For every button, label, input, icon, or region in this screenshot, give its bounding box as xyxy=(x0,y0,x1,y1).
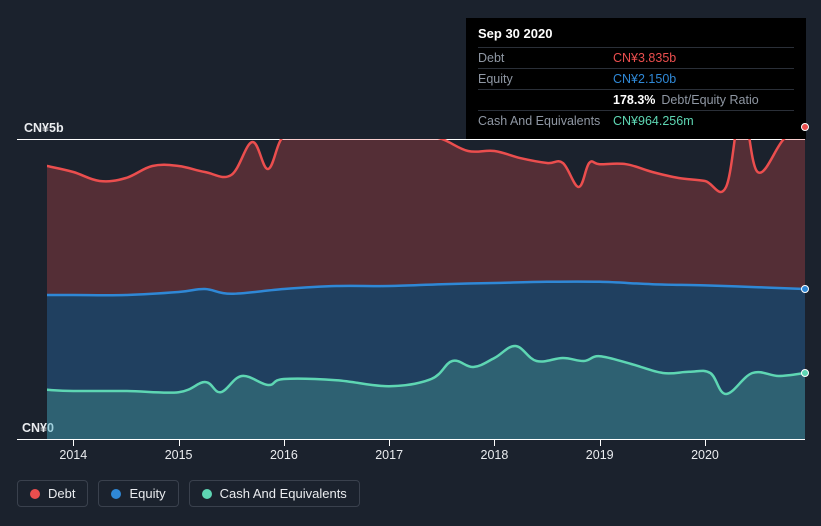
x-tick xyxy=(705,439,706,446)
x-tick xyxy=(284,439,285,446)
tooltip-row: Equity CN¥2.150b xyxy=(478,68,794,89)
legend-label: Equity xyxy=(129,486,165,501)
x-tick xyxy=(494,439,495,446)
legend-item-debt[interactable]: Debt xyxy=(17,480,88,507)
x-axis-label: 2016 xyxy=(270,448,298,462)
x-axis-label: 2020 xyxy=(691,448,719,462)
tooltip-date: Sep 30 2020 xyxy=(478,26,794,41)
legend-swatch-cash xyxy=(202,489,212,499)
x-axis-label: 2014 xyxy=(59,448,87,462)
x-axis-label: 2017 xyxy=(375,448,403,462)
x-axis-label: 2018 xyxy=(481,448,509,462)
tooltip-extra: Debt/Equity Ratio xyxy=(661,93,758,107)
legend-label: Cash And Equivalents xyxy=(220,486,347,501)
tooltip-value: CN¥3.835b xyxy=(613,51,676,65)
y-axis-top-label: CN¥5b xyxy=(24,121,64,135)
tooltip-value: 178.3% xyxy=(613,93,655,107)
axis-line-bottom xyxy=(17,439,805,440)
tooltip-label: Cash And Equivalents xyxy=(478,114,613,128)
marker-debt xyxy=(801,123,809,131)
tooltip-value: CN¥964.256m xyxy=(613,114,694,128)
tooltip-label: Debt xyxy=(478,51,613,65)
x-axis-label: 2015 xyxy=(165,448,193,462)
x-tick xyxy=(389,439,390,446)
marker-cash xyxy=(801,369,809,377)
x-tick xyxy=(600,439,601,446)
chart-area[interactable] xyxy=(47,139,805,439)
tooltip-panel: Sep 30 2020 Debt CN¥3.835b Equity CN¥2.1… xyxy=(466,18,806,139)
tooltip-row: Debt CN¥3.835b xyxy=(478,47,794,68)
legend-swatch-equity xyxy=(111,489,121,499)
tooltip-row: Cash And Equivalents CN¥964.256m xyxy=(478,110,794,131)
tooltip-value: CN¥2.150b xyxy=(613,72,676,86)
legend-label: Debt xyxy=(48,486,75,501)
x-axis-label: 2019 xyxy=(586,448,614,462)
legend-item-equity[interactable]: Equity xyxy=(98,480,178,507)
tooltip-label: Equity xyxy=(478,72,613,86)
legend-item-cash[interactable]: Cash And Equivalents xyxy=(189,480,360,507)
tooltip-row: 178.3% Debt/Equity Ratio xyxy=(478,89,794,110)
chart-svg xyxy=(47,139,805,439)
x-tick xyxy=(179,439,180,446)
x-tick xyxy=(73,439,74,446)
legend-swatch-debt xyxy=(30,489,40,499)
tooltip-label xyxy=(478,93,613,107)
marker-equity xyxy=(801,285,809,293)
legend: Debt Equity Cash And Equivalents xyxy=(17,480,360,507)
